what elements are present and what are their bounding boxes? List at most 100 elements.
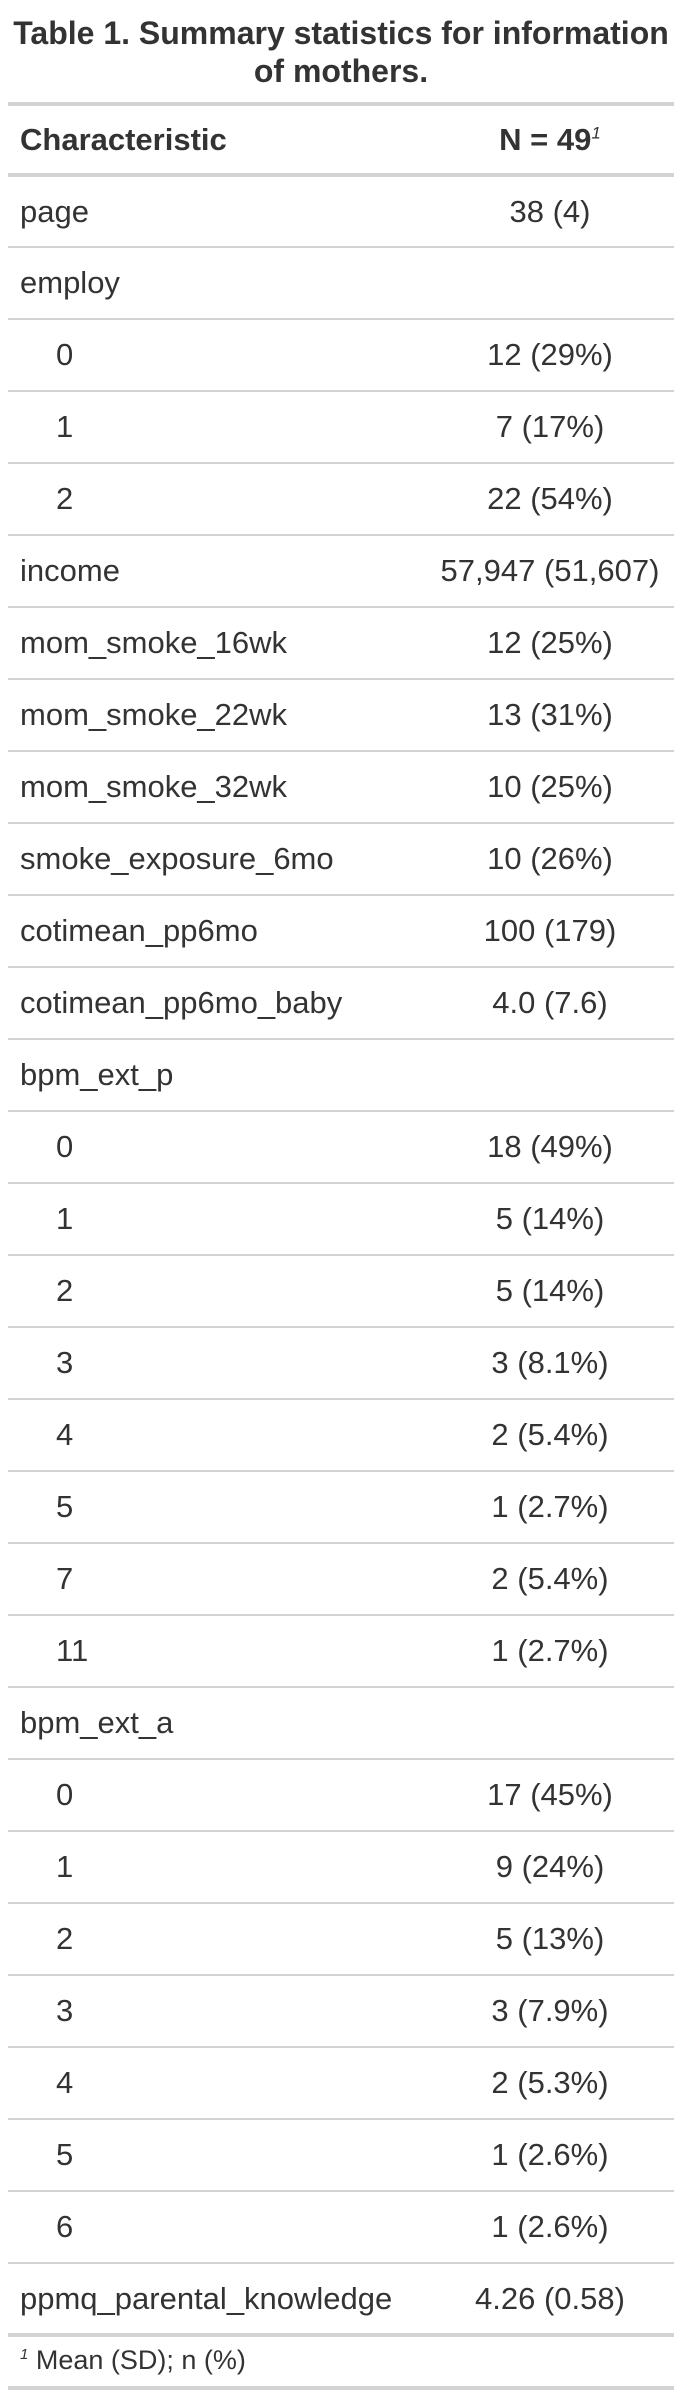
column-header-n: N = 491 (426, 102, 674, 177)
row-value: 1 (2.6%) (426, 2119, 674, 2192)
row-value: 100 (179) (426, 895, 674, 968)
footnote-marker: 1 (20, 2346, 29, 2363)
row-label: 5 (8, 1471, 426, 1544)
row-label: employ (8, 247, 426, 320)
table-row-level: 0 18 (49%) (8, 1111, 674, 1184)
table-row-level: 0 12 (29%) (8, 319, 674, 392)
row-label: 4 (8, 1399, 426, 1472)
table-row-level: 0 17 (45%) (8, 1759, 674, 1832)
footnote-marker: 1 (591, 123, 601, 143)
row-label: 2 (8, 463, 426, 536)
row-value: 4.26 (0.58) (426, 2263, 674, 2337)
table-row: income 57,947 (51,607) (8, 535, 674, 608)
row-label: 1 (8, 1831, 426, 1904)
table-header: Characteristic N = 491 (8, 102, 674, 177)
row-label: 7 (8, 1543, 426, 1616)
row-label: mom_smoke_22wk (8, 679, 426, 752)
row-value: 57,947 (51,607) (426, 535, 674, 608)
table-title: Table 1. Summary statistics for informat… (13, 15, 669, 89)
row-label: 3 (8, 1327, 426, 1400)
table-footer: 1 Mean (SD); n (%) (8, 2335, 674, 2390)
row-label: 0 (8, 319, 426, 392)
row-label: mom_smoke_32wk (8, 751, 426, 824)
table-row: employ (8, 247, 674, 320)
table-row: mom_smoke_22wk 13 (31%) (8, 679, 674, 752)
table-row-level: 11 1 (2.7%) (8, 1615, 674, 1688)
summary-table: Characteristic N = 491 page 38 (4) employ 0… (8, 102, 674, 2390)
row-value: 1 (2.6%) (426, 2191, 674, 2264)
row-value (426, 1039, 674, 1112)
row-label: 2 (8, 1255, 426, 1328)
row-value: 10 (26%) (426, 823, 674, 896)
row-value: 13 (31%) (426, 679, 674, 752)
row-label: mom_smoke_16wk (8, 607, 426, 680)
table-row: ppmq_parental_knowledge 4.26 (0.58) (8, 2263, 674, 2337)
row-value: 17 (45%) (426, 1759, 674, 1832)
row-label: 6 (8, 2191, 426, 2264)
row-value: 5 (13%) (426, 1903, 674, 1976)
table-row: mom_smoke_32wk 10 (25%) (8, 751, 674, 824)
row-label: 0 (8, 1111, 426, 1184)
row-label: income (8, 535, 426, 608)
column-header-characteristic: Characteristic (8, 102, 426, 177)
row-value: 22 (54%) (426, 463, 674, 536)
row-label: 2 (8, 1903, 426, 1976)
row-value: 1 (2.7%) (426, 1471, 674, 1544)
row-label: cotimean_pp6mo (8, 895, 426, 968)
row-value: 10 (25%) (426, 751, 674, 824)
row-value: 9 (24%) (426, 1831, 674, 1904)
row-label: 11 (8, 1615, 426, 1688)
row-value: 1 (2.7%) (426, 1615, 674, 1688)
row-value (426, 1687, 674, 1760)
row-value: 2 (5.4%) (426, 1399, 674, 1472)
column-header-n-label: N = 49 (499, 121, 592, 157)
table-body: page 38 (4) employ 0 12 (29%) 1 7 (17%) 2 22 (54… (8, 175, 674, 2337)
row-label: 4 (8, 2047, 426, 2120)
table-row: bpm_ext_a (8, 1687, 674, 1760)
table-row-level: 2 22 (54%) (8, 463, 674, 536)
row-value (426, 247, 674, 320)
row-label: bpm_ext_a (8, 1687, 426, 1760)
table-row: mom_smoke_16wk 12 (25%) (8, 607, 674, 680)
row-value: 4.0 (7.6) (426, 967, 674, 1040)
row-value: 2 (5.3%) (426, 2047, 674, 2120)
row-label: 5 (8, 2119, 426, 2192)
table-row: smoke_exposure_6mo 10 (26%) (8, 823, 674, 896)
row-value: 2 (5.4%) (426, 1543, 674, 1616)
row-label: page (8, 175, 426, 248)
row-value: 3 (8.1%) (426, 1327, 674, 1400)
footnote-text: Mean (SD); n (%) (35, 2345, 246, 2375)
row-value: 12 (29%) (426, 319, 674, 392)
column-header-characteristic-label: Characteristic (20, 121, 227, 157)
row-value: 38 (4) (426, 175, 674, 248)
table-row: bpm_ext_p (8, 1039, 674, 1112)
table-row: cotimean_pp6mo_baby 4.0 (7.6) (8, 967, 674, 1040)
row-value: 3 (7.9%) (426, 1975, 674, 2048)
row-label: 1 (8, 391, 426, 464)
row-value: 12 (25%) (426, 607, 674, 680)
row-label: cotimean_pp6mo_baby (8, 967, 426, 1040)
row-value: 5 (14%) (426, 1255, 674, 1328)
row-label: 3 (8, 1975, 426, 2048)
row-label: 0 (8, 1759, 426, 1832)
table-row: cotimean_pp6mo 100 (179) (8, 895, 674, 968)
header-row: Characteristic N = 491 (8, 102, 674, 177)
row-value: 18 (49%) (426, 1111, 674, 1184)
row-label: bpm_ext_p (8, 1039, 426, 1112)
row-value: 7 (17%) (426, 391, 674, 464)
row-value: 5 (14%) (426, 1183, 674, 1256)
footnote-row: 1 Mean (SD); n (%) (8, 2335, 674, 2390)
